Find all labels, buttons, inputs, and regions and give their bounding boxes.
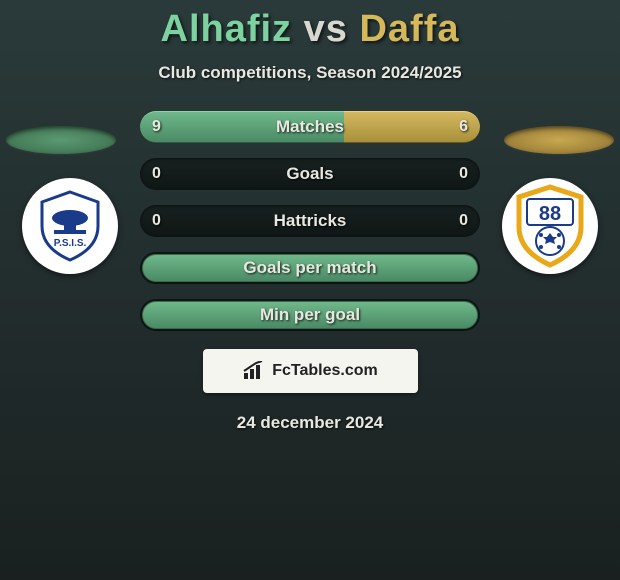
date-text: 24 december 2024 [0,413,620,433]
player2-ellipse [504,126,614,154]
brand-box[interactable]: FcTables.com [203,349,418,393]
stat-value-right: 0 [459,165,468,183]
stat-value-left: 0 [152,165,161,183]
player2-name: Daffa [359,8,459,50]
stat-label: Matches [276,117,344,137]
brand-text: FcTables.com [272,362,378,380]
stat-value-left: 0 [152,212,161,230]
stat-label: Hattricks [274,211,347,231]
chart-icon [242,361,266,381]
player1-club-logo: P.S.I.S. [22,178,118,274]
stat-value-right: 6 [459,118,468,136]
stat-row-matches: 9 Matches 6 [140,111,480,143]
svg-text:88: 88 [539,203,561,225]
subtitle: Club competitions, Season 2024/2025 [0,63,620,83]
stat-row-goals-per-match: Goals per match [140,252,480,284]
player1-ellipse [6,126,116,154]
svg-text:P.S.I.S.: P.S.I.S. [54,238,87,249]
psis-logo-icon: P.S.I.S. [30,186,110,266]
vs-text: vs [304,8,348,50]
player1-name: Alhafiz [161,8,293,50]
stat-label: Goals per match [243,258,376,278]
player2-club-logo: 88 [502,178,598,274]
stat-row-goals: 0 Goals 0 [140,158,480,190]
stat-label: Min per goal [260,305,360,325]
stat-row-hattricks: 0 Hattricks 0 [140,205,480,237]
barito-logo-icon: 88 [507,183,593,269]
stat-value-right: 0 [459,212,468,230]
stat-value-left: 9 [152,118,161,136]
stat-row-min-per-goal: Min per goal [140,299,480,331]
stat-label: Goals [286,164,333,184]
comparison-title: Alhafiz vs Daffa [0,0,620,51]
